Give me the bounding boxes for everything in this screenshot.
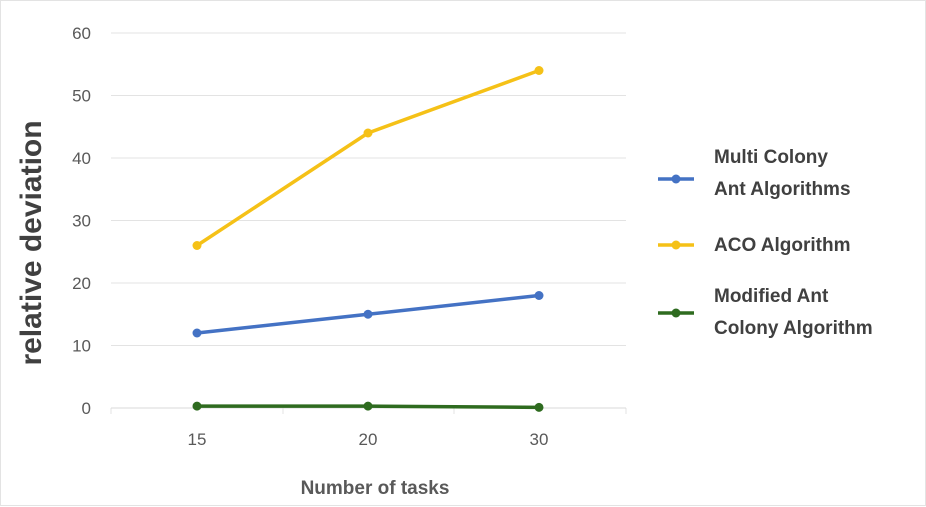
- data-point: [364, 310, 373, 319]
- data-point: [364, 129, 373, 138]
- y-tick-label: 50: [72, 87, 91, 106]
- y-tick-label: 0: [82, 399, 91, 418]
- legend-item-3: Modified Ant Colony Algorithm: [658, 286, 873, 339]
- legend-label: Modified Ant: [714, 286, 829, 307]
- y-axis-ticks: 0 10 20 30 40 50 60: [72, 24, 91, 418]
- x-tick-label: 20: [359, 430, 378, 449]
- legend-item-2: ACO Algorithm: [658, 235, 851, 256]
- y-tick-label: 20: [72, 274, 91, 293]
- legend-swatch-marker: [672, 309, 681, 318]
- legend-label: Multi Colony: [714, 147, 828, 168]
- data-point: [193, 402, 202, 411]
- y-tick-label: 30: [72, 212, 91, 231]
- y-tick-label: 10: [72, 337, 91, 356]
- grid: [111, 33, 626, 414]
- data-point: [535, 403, 544, 412]
- series-1: [193, 291, 544, 338]
- x-axis-ticks: 15 20 30: [188, 430, 549, 449]
- legend-swatch-marker: [672, 241, 681, 250]
- data-point: [364, 402, 373, 411]
- y-tick-label: 60: [72, 24, 91, 43]
- legend-label: Colony Algorithm: [714, 318, 873, 339]
- data-point: [193, 241, 202, 250]
- legend-swatch-marker: [672, 175, 681, 184]
- y-tick-label: 40: [72, 149, 91, 168]
- x-tick-label: 15: [188, 430, 207, 449]
- x-axis-title: Number of tasks: [301, 478, 450, 499]
- series-layer: [193, 66, 544, 412]
- data-point: [535, 66, 544, 75]
- legend-label: ACO Algorithm: [714, 235, 851, 256]
- legend: Multi Colony Ant Algorithms ACO Algorithm M…: [658, 147, 873, 339]
- data-point: [193, 329, 202, 338]
- data-point: [535, 291, 544, 300]
- series-3: [193, 402, 544, 412]
- legend-label: Ant Algorithms: [714, 179, 851, 200]
- y-axis-title: relative deviation: [15, 120, 48, 365]
- legend-item-1: Multi Colony Ant Algorithms: [658, 147, 851, 200]
- x-tick-label: 30: [530, 430, 549, 449]
